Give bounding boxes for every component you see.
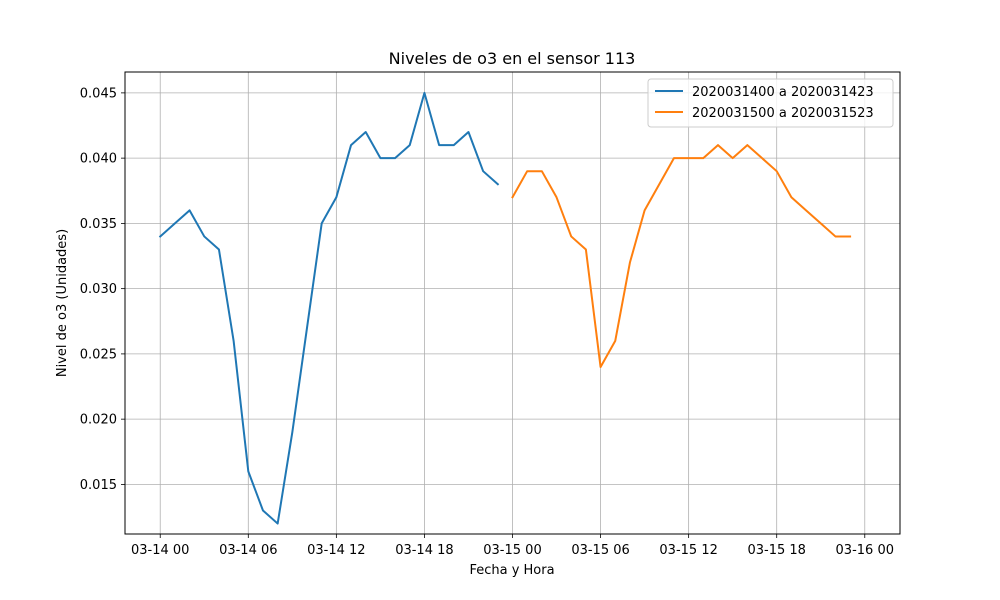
- x-tick-label: 03-14 06: [219, 543, 277, 558]
- series-line-2: [511, 144, 852, 368]
- series-line-1: [158, 91, 500, 525]
- x-tick-label: 03-16 00: [836, 543, 894, 558]
- y-tick-label: 0.045: [80, 86, 117, 101]
- x-tick-label: 03-14 12: [307, 543, 365, 558]
- x-axis-label: Fecha y Hora: [469, 563, 554, 578]
- y-tick-label: 0.035: [80, 217, 117, 232]
- y-tick-label: 0.025: [80, 347, 117, 362]
- y-tick-label: 0.040: [80, 152, 117, 167]
- legend-label-2: 2020031500 a 2020031523: [692, 106, 874, 121]
- legend-box: [647, 78, 894, 128]
- x-tick-label: 03-15 18: [747, 543, 805, 558]
- x-tick-label: 03-15 00: [483, 543, 541, 558]
- axis-ticks: 03-14 00 03-14 06 03-14 12 03-14 18 03-15 00…: [80, 86, 894, 558]
- x-tick-label: 03-14 00: [131, 543, 189, 558]
- y-tick-label: 0.020: [80, 413, 117, 428]
- x-tick-label: 03-15 12: [659, 543, 717, 558]
- x-tick-label: 03-14 18: [395, 543, 453, 558]
- grid-lines: [125, 72, 900, 534]
- x-tick-label: 03-15 06: [571, 543, 629, 558]
- y-tick-label: 0.030: [80, 282, 117, 297]
- legend: 2020031400 a 2020031423 2020031500 a 2020…: [647, 78, 894, 128]
- y-axis-label: Nivel de o3 (Unidades): [55, 229, 70, 377]
- chart-title: Niveles de o3 en el sensor 113: [389, 49, 636, 68]
- y-tick-label: 0.015: [80, 478, 117, 493]
- series-lines: [158, 91, 852, 525]
- legend-label-1: 2020031400 a 2020031423: [692, 85, 874, 100]
